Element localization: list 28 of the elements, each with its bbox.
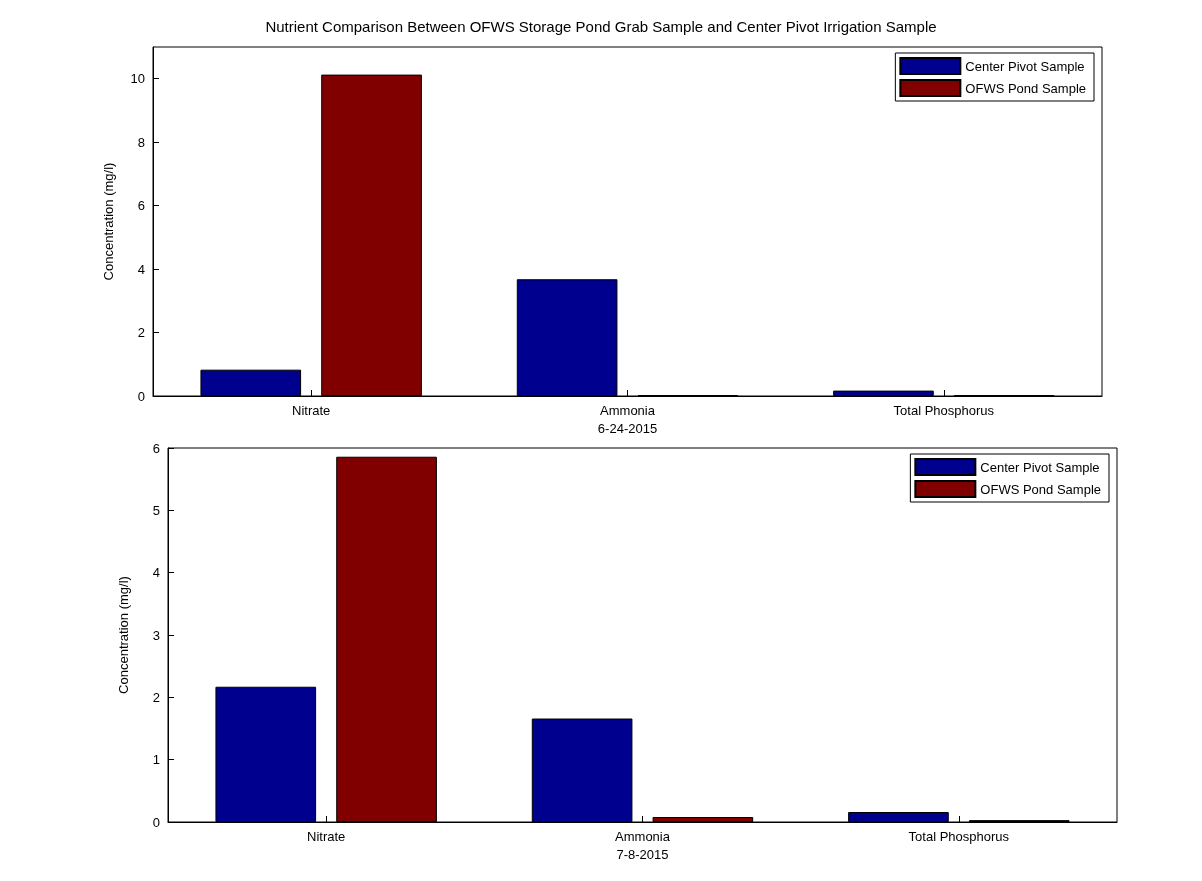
x-tick-label: Ammonia (600, 403, 656, 418)
legend-label: Center Pivot Sample (980, 459, 1100, 475)
legend-label: OFWS Pond Sample (965, 80, 1086, 96)
y-tick-label: 2 (152, 689, 160, 705)
y-tick-label: 0 (152, 814, 160, 830)
y-tick-label: 8 (137, 134, 145, 150)
y-tick-label: 5 (152, 502, 160, 518)
y-tick-label: 2 (137, 325, 145, 341)
x-tick-label: Total Phosphorus (893, 403, 995, 418)
x-axis-title: 6-24-2015 (597, 421, 658, 436)
y-tick-label: 3 (152, 627, 160, 643)
y-tick-label: 10 (130, 71, 145, 87)
chart-title: Nutrient Comparison Between OFWS Storage Pond Grab Sample and Center Pivot Irrigation Sample (265, 18, 937, 35)
y-tick-label: 4 (137, 261, 145, 277)
x-tick-label: Total Phosphorus (908, 829, 1010, 844)
y-tick-label: 0 (137, 388, 145, 404)
legend-label: OFWS Pond Sample (980, 481, 1101, 497)
x-axis-title: 7-8-2015 (616, 847, 669, 862)
y-tick-label: 6 (137, 198, 145, 214)
x-tick-label: Nitrate (292, 403, 331, 418)
y-axis-title: Concentration (mg/l) (116, 576, 131, 694)
y-tick-label: 1 (152, 752, 160, 768)
x-tick-label: Nitrate (307, 829, 346, 844)
y-tick-label: 6 (152, 440, 160, 456)
y-tick-label: 4 (152, 565, 160, 581)
legend-label: Center Pivot Sample (965, 58, 1085, 74)
x-tick-label: Ammonia (615, 829, 671, 844)
y-axis-title: Concentration (mg/l) (101, 162, 116, 281)
